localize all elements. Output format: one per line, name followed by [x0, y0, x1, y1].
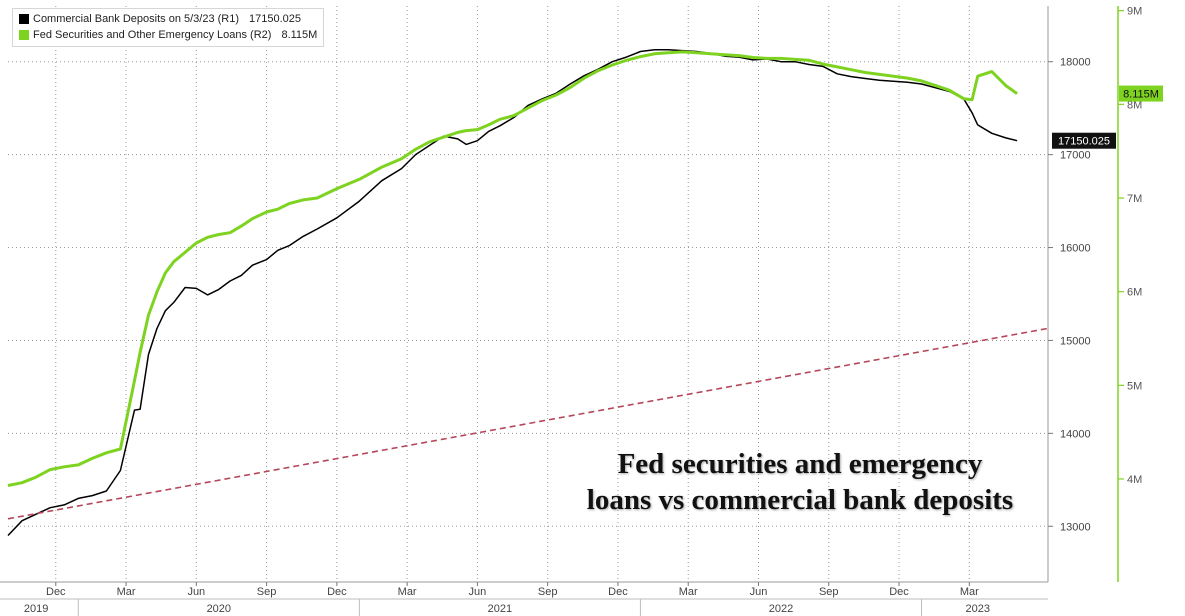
x-year-label: 2020 [207, 603, 231, 615]
x-tick-label: Mar [398, 586, 417, 598]
left-tick-label: 13000 [1060, 521, 1091, 533]
left-tick-label: 18000 [1060, 57, 1091, 69]
x-tick-label: Jun [187, 586, 205, 598]
x-tick-label: Mar [679, 586, 698, 598]
legend-entry-deposits: Commercial Bank Deposits on 5/3/23 (R1) … [19, 11, 317, 27]
x-tick-label: Jun [750, 586, 768, 598]
annotation-line-1: Fed securities and emergency [617, 448, 983, 480]
x-tick-label: Mar [117, 586, 136, 598]
right-tick-label: 5M [1127, 380, 1142, 392]
left-tick-label: 16000 [1060, 243, 1091, 255]
deposits-value-tag [1052, 132, 1116, 149]
x-tick-label: Dec [889, 586, 909, 598]
x-tick-label: Jun [469, 586, 487, 598]
legend-swatch-green [19, 30, 29, 40]
x-year-label: 2021 [488, 603, 512, 615]
x-year-label: 2023 [965, 603, 989, 615]
left-tick-label: 15000 [1060, 335, 1091, 347]
x-axis: Dec Mar Jun Sep Dec Mar Jun Sep Dec Mar Jun Sep Dec M… [0, 581, 1048, 616]
left-tick-label: 14000 [1060, 428, 1091, 440]
right-tick-label: 4M [1127, 474, 1142, 486]
legend-label-fed: Fed Securities and Other Emergency Loans… [33, 29, 272, 41]
annotation-line-2: loans vs commercial bank deposits [586, 484, 1014, 516]
x-tick-label: Sep [819, 586, 839, 598]
series-line-trend [7, 327, 1049, 520]
right-tick-label: 7M [1127, 193, 1142, 205]
x-tick-label: Sep [538, 586, 558, 598]
right-tick-label: 6M [1127, 287, 1142, 299]
legend-swatch-black [19, 14, 29, 24]
fed-value-tag-text: 8.115M [1123, 89, 1159, 101]
fed-value-tag [1119, 85, 1163, 102]
chart-annotation: Fed securities and emergency loans vs co… [520, 446, 1080, 518]
right-tick-label: 8M [1127, 99, 1142, 111]
grid [8, 6, 1048, 582]
x-tick-label: Dec [327, 586, 347, 598]
right-tick-label: 9M [1127, 6, 1142, 18]
plot-series [7, 48, 1049, 537]
series-line-fed [7, 50, 1018, 487]
x-year-label: 2019 [24, 603, 48, 615]
legend-label-deposits: Commercial Bank Deposits on 5/3/23 (R1) [33, 13, 240, 25]
deposits-value-tag-text: 17150.025 [1058, 136, 1110, 148]
x-year-label: 2022 [769, 603, 793, 615]
x-tick-label: Mar [960, 586, 979, 598]
legend-value-deposits: 17150.025 [249, 13, 302, 25]
right-axis: 4M 5M 6M 7M 8M 9M [1117, 6, 1142, 582]
value-tags: 17150.025 8.115M [1052, 85, 1163, 149]
x-tick-label: Dec [608, 586, 628, 598]
x-tick-label: Dec [46, 586, 66, 598]
left-tick-label: 17000 [1060, 150, 1091, 162]
x-tick-label: Sep [257, 586, 277, 598]
legend-entry-fed: Fed Securities and Other Emergency Loans… [19, 27, 317, 43]
legend-value-fed: 8.115M [281, 29, 318, 41]
series-line-deposits [7, 48, 1018, 537]
legend: Commercial Bank Deposits on 5/3/23 (R1) … [12, 8, 325, 47]
left-axis: 13000 14000 15000 16000 17000 18000 [1047, 6, 1091, 582]
